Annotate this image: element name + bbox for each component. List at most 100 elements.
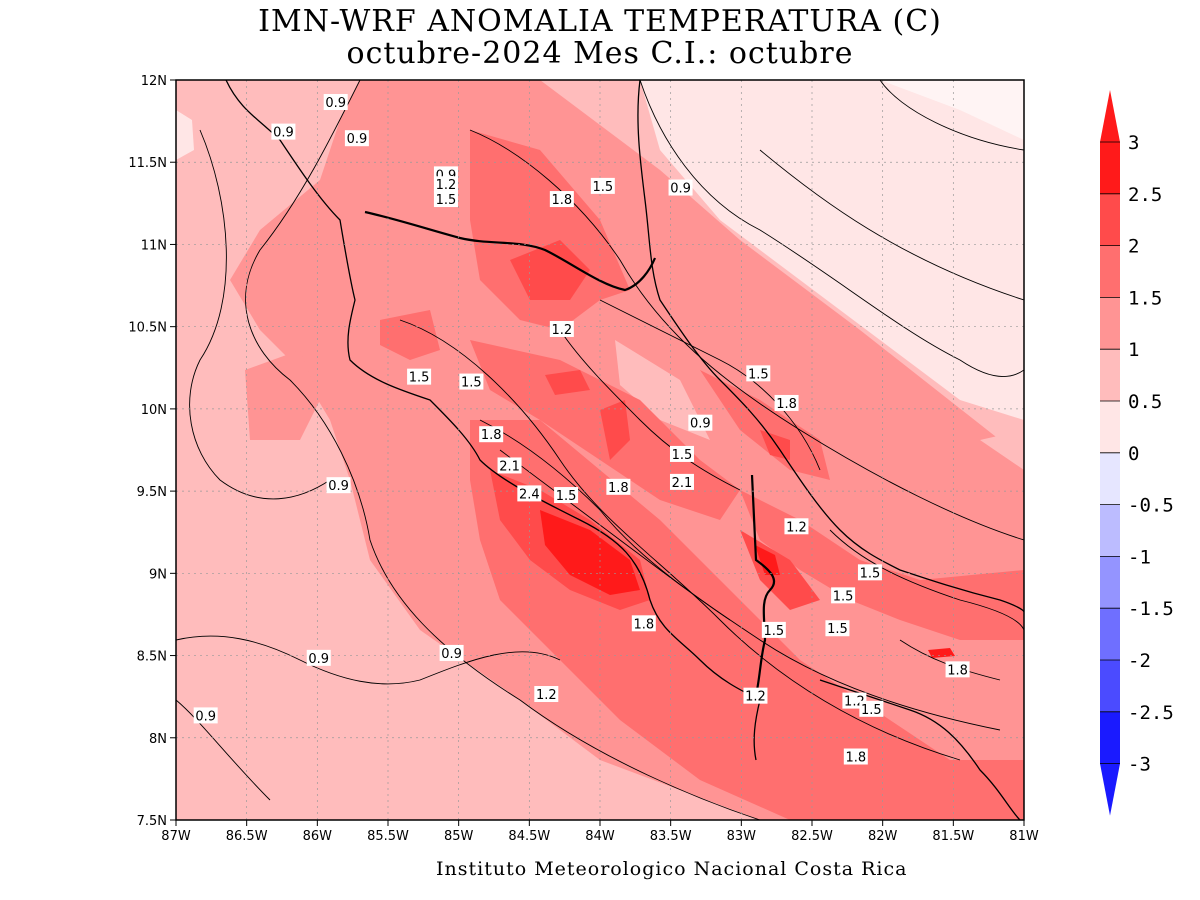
contour-label: 2.4: [517, 485, 542, 502]
contour-label-box: [784, 518, 809, 535]
contour-label: 0.9: [306, 649, 331, 667]
axis-ticks: 87W 86.5W 86W 85.5W 85W 84.5W 84W 83.5W 83W 82.5W…: [128, 74, 1039, 844]
contour-label-text: 1.8: [633, 617, 654, 632]
lon-tick-label: 86.5W: [226, 829, 268, 844]
colorbar-label: 1: [1128, 339, 1139, 361]
contour-label: 1.5: [459, 373, 484, 391]
contour-label: 2.1: [669, 473, 694, 491]
contour-label: 1.8: [549, 191, 574, 208]
contour-label-text: 0.9: [347, 132, 368, 147]
contour-label-text: 0.9: [441, 647, 462, 662]
contour-label-text: 0.9: [328, 479, 349, 494]
contour-label-box: [306, 649, 331, 666]
contour-label-box: [743, 687, 768, 704]
contour-label-text: 1.5: [556, 489, 577, 504]
contour-label-box: [688, 414, 713, 431]
contour-label: 1.5: [761, 621, 786, 639]
contour-label: 1.5: [407, 368, 432, 386]
lon-tick-label: 84W: [585, 829, 615, 844]
contour-label: 0.9: [344, 130, 369, 147]
contour-label-text: 1.5: [860, 566, 881, 581]
contour-label: 1.5: [554, 487, 579, 504]
contour-label-text: 1.5: [763, 624, 784, 639]
colorbar-label: 1.5: [1128, 287, 1162, 309]
contour-labels: 0.9 0.9 0.9 0.9 1.2 1.5 1.8 1.5 0.9 1.2 1.5 1.5 1.5 1…: [193, 94, 970, 766]
contour-label: 0.9: [323, 94, 348, 111]
contour-label: 1.8: [774, 394, 799, 412]
lon-tick-label: 87W: [161, 829, 191, 844]
contour-label-text: 1.5: [672, 448, 693, 463]
colorbar-label: 3: [1128, 132, 1139, 154]
contour-label: 1.5: [859, 700, 884, 718]
lat-tick-label: 11.5N: [128, 156, 167, 171]
contour-label-box: [549, 320, 574, 337]
contour-label-box: [669, 473, 694, 490]
lat-tick-label: 7.5N: [137, 814, 167, 829]
contour-label-box: [859, 700, 884, 717]
lat-tick-label: 12N: [141, 74, 167, 89]
contour-label-box: [774, 394, 799, 411]
lat-tick-label: 8.5N: [137, 650, 167, 665]
lat-tick-label: 8N: [149, 732, 167, 747]
contour-label-box: [831, 587, 856, 604]
colorbar-top-arrow: [1100, 90, 1120, 142]
contour-label-text: 1.8: [845, 751, 866, 766]
contour-label-text: 1.5: [827, 622, 848, 637]
colorbar-label: -0.5: [1128, 495, 1174, 517]
colorbar-label: -1.5: [1128, 598, 1174, 620]
contour-label: 0.9: [193, 707, 218, 724]
contour-label-text: 1.2: [786, 520, 807, 535]
colorbar-swatch: [1100, 452, 1120, 505]
contour-label-box: [843, 748, 868, 765]
contour-label-box: [606, 478, 631, 495]
colorbar-label: -2.5: [1128, 702, 1174, 724]
colorbar-label: 2.5: [1128, 184, 1162, 206]
contour-label: 0.9: [271, 123, 296, 141]
colorbar-label: -2: [1128, 650, 1151, 672]
colorbar-label: 2: [1128, 236, 1139, 258]
colorbar-label: 0.5: [1128, 391, 1162, 413]
contour-label-box: [433, 191, 458, 208]
contour-label-text: 0.9: [670, 182, 691, 197]
contour-label-box: [517, 485, 542, 502]
lat-tick-label: 9.5N: [137, 485, 167, 500]
lon-tick-label: 84.5W: [508, 829, 550, 844]
contour-label-text: 1.5: [461, 376, 482, 391]
contour-label: 1.5: [590, 177, 615, 195]
contour-label-text: 1.8: [551, 193, 572, 208]
colorbar-swatch: [1100, 401, 1120, 453]
contour-label-box: [534, 686, 559, 703]
contour-label-box: [590, 177, 615, 194]
contour-label-text: 0.9: [690, 417, 711, 432]
contour-label-box: [459, 373, 484, 390]
contour-label-text: 1.5: [409, 371, 430, 386]
lat-tick-label: 10.5N: [128, 321, 167, 336]
contour-label-text: 1.5: [833, 589, 854, 604]
lon-tick-label: 83.5W: [650, 829, 692, 844]
country-borders: [364, 210, 776, 701]
contour-label-box: [326, 477, 351, 494]
contour-label-text: 0.9: [195, 709, 216, 724]
contour-label: 1.5: [433, 191, 458, 208]
contour-label-text: 1.8: [776, 397, 797, 412]
contour-label: 0.9: [688, 414, 713, 432]
contour-label-box: [479, 426, 504, 443]
colorbar-swatch: [1100, 556, 1120, 609]
contour-label: 2.1: [497, 457, 522, 474]
contour-label-text: 1.5: [861, 703, 882, 718]
map-title-line2: octubre-2024 Mes C.I.: octubre: [346, 36, 854, 71]
contour-label-text: 0.9: [273, 126, 294, 141]
lon-tick-label: 82W: [868, 829, 898, 844]
contour-label-box: [668, 179, 693, 196]
contour-label-box: [945, 661, 970, 678]
colorbar-swatch: [1100, 711, 1120, 764]
colorbar-swatch: [1100, 193, 1120, 246]
contour-label-box: [497, 457, 522, 474]
contour-label-box: [323, 94, 348, 111]
contour-label: 1.2: [743, 687, 768, 705]
colorbar-swatch: [1100, 245, 1120, 298]
contour-label-text: 0.9: [308, 652, 329, 667]
contour-label-box: [344, 130, 369, 147]
